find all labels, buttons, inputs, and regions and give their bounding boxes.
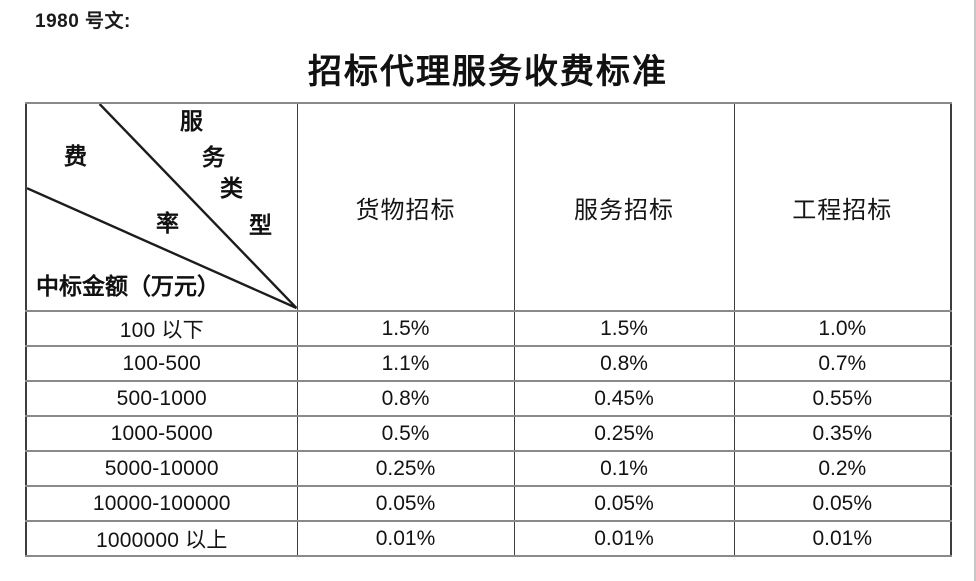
- row-axis-label: 中标金额（万元）: [36, 274, 220, 299]
- fee-value-cell: 1.0%: [733, 310, 952, 347]
- table-row: 1000-5000 0.5% 0.25% 0.35%: [25, 415, 952, 452]
- fee-value-cell: 1.5%: [296, 310, 515, 347]
- fee-value-cell: 0.01%: [513, 520, 735, 557]
- column-header-engineering: 工程招标: [733, 102, 952, 312]
- table-row: 100 以下 1.5% 1.5% 1.0%: [25, 310, 952, 347]
- fee-value-cell: 0.05%: [296, 485, 515, 522]
- fee-value-cell: 0.8%: [513, 345, 735, 382]
- corner-service-type-char-1: 服: [180, 109, 203, 134]
- corner-fee-rate-char-2: 率: [156, 211, 179, 236]
- fee-value-cell: 0.1%: [513, 450, 735, 487]
- document-reference: 1980 号文:: [35, 11, 131, 32]
- fee-value-cell: 0.55%: [733, 380, 952, 417]
- row-label-cell: 1000000 以上: [25, 520, 298, 557]
- fee-value-cell: 0.01%: [733, 520, 952, 557]
- page-edge-line: [974, 0, 976, 581]
- diagonal-line-upper: [98, 104, 297, 309]
- table-row: 500-1000 0.8% 0.45% 0.55%: [25, 380, 952, 417]
- fee-value-cell: 0.05%: [733, 485, 952, 522]
- fee-value-cell: 0.35%: [733, 415, 952, 452]
- column-header-goods: 货物招标: [296, 102, 515, 312]
- diagonal-header-cell: 费 率 服 务 类 型 中标金额（万元）: [25, 102, 298, 312]
- row-label-cell: 100 以下: [25, 310, 298, 347]
- fee-value-cell: 0.2%: [733, 450, 952, 487]
- fee-value-cell: 0.01%: [296, 520, 515, 557]
- table-row: 1000000 以上 0.01% 0.01% 0.01%: [25, 520, 952, 557]
- diagonal-split-lines: [27, 104, 297, 310]
- row-label-cell: 1000-5000: [25, 415, 298, 452]
- fee-value-cell: 0.25%: [513, 415, 735, 452]
- fee-value-cell: 0.25%: [296, 450, 515, 487]
- fee-value-cell: 0.5%: [296, 415, 515, 452]
- table-row: 5000-10000 0.25% 0.1% 0.2%: [25, 450, 952, 487]
- header-row: 费 率 服 务 类 型 中标金额（万元） 货物招标 服务招标 工程招标: [25, 102, 952, 312]
- row-label-cell: 500-1000: [25, 380, 298, 417]
- fee-value-cell: 1.5%: [513, 310, 735, 347]
- fee-value-cell: 1.1%: [296, 345, 515, 382]
- column-header-service: 服务招标: [513, 102, 735, 312]
- table-row: 100-500 1.1% 0.8% 0.7%: [25, 345, 952, 382]
- page-title: 招标代理服务收费标准: [308, 54, 668, 91]
- fee-value-cell: 0.45%: [513, 380, 735, 417]
- fee-value-cell: 0.05%: [513, 485, 735, 522]
- corner-fee-rate-char-1: 费: [64, 144, 87, 169]
- corner-service-type-char-4: 型: [249, 213, 272, 238]
- table-row: 10000-100000 0.05% 0.05% 0.05%: [25, 485, 952, 522]
- row-label-cell: 10000-100000: [25, 485, 298, 522]
- fee-standard-table: 费 率 服 务 类 型 中标金额（万元） 货物招标 服务招标 工程招标 100 …: [25, 102, 952, 557]
- row-label-cell: 5000-10000: [25, 450, 298, 487]
- diagonal-line-lower: [27, 187, 297, 310]
- row-label-cell: 100-500: [25, 345, 298, 382]
- fee-value-cell: 0.8%: [296, 380, 515, 417]
- corner-service-type-char-3: 类: [220, 176, 243, 201]
- corner-service-type-char-2: 务: [202, 145, 225, 170]
- fee-value-cell: 0.7%: [733, 345, 952, 382]
